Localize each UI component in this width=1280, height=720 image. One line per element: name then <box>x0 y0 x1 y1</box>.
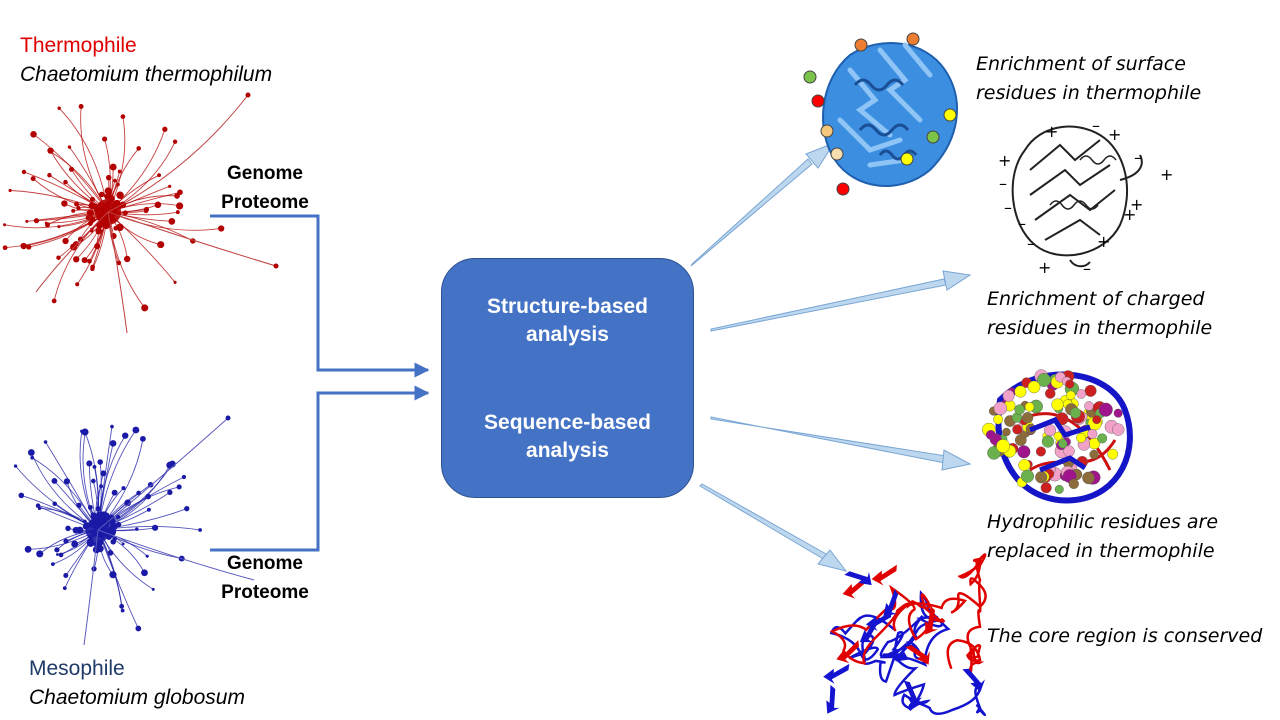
hydrophilic-finding: Hydrophilic residues are replaced in the… <box>987 508 1218 566</box>
charged-finding-line1: Enrichment of charged <box>987 288 1205 310</box>
arrow-to-hydrophilic <box>710 416 972 471</box>
arrow-to-surface <box>690 141 836 267</box>
thermophile-proteome-label: Proteome <box>221 192 309 213</box>
mesophile-proteome-label: Proteome <box>221 582 309 603</box>
svg-text:+: + <box>1108 125 1121 144</box>
thermophile-genome-label: Genome <box>226 163 304 184</box>
core-region-protein-image <box>823 553 987 717</box>
mesophile-species: Chaetomium globosum <box>29 686 245 709</box>
hydrophilic-residue-protein-image <box>982 369 1133 504</box>
svg-text:–: – <box>1134 148 1142 167</box>
svg-text:–: – <box>1083 259 1091 278</box>
structure-analysis-line2: analysis <box>526 323 609 346</box>
mesophile-network <box>13 415 255 646</box>
charged-residue-protein-image: + – + + –– +– + +–– ++ – <box>998 116 1173 278</box>
mesophile-genome-label: Genome <box>226 553 304 574</box>
svg-text:–: – <box>1027 234 1035 253</box>
thermophile-label: Thermophile Chaetomium thermophilum <box>20 31 272 89</box>
svg-text:+: + <box>1160 165 1173 184</box>
core-finding-line1: The core region is conserved <box>987 625 1263 647</box>
svg-text:+: + <box>1038 258 1051 277</box>
sequence-analysis-line2: analysis <box>526 439 609 462</box>
hydrophilic-finding-line1: Hydrophilic residues are <box>987 511 1219 533</box>
thermophile-network <box>2 92 279 334</box>
svg-text:–: – <box>999 174 1007 193</box>
svg-text:–: – <box>1018 214 1026 233</box>
svg-text:+: + <box>1130 195 1143 214</box>
charged-finding-line2: residues in thermophile <box>987 317 1213 339</box>
structure-analysis-label: Structure-based analysis <box>442 293 693 349</box>
svg-text:+: + <box>1123 205 1136 224</box>
svg-text:–: – <box>1004 198 1012 217</box>
thermophile-connector <box>210 214 430 378</box>
charge-symbols: + – + + –– +– + +–– ++ – <box>998 116 1173 278</box>
surface-residue-protein-image <box>803 32 958 196</box>
svg-text:–: – <box>1092 116 1100 135</box>
mesophile-label: Mesophile Chaetomium globosum <box>29 654 245 712</box>
arrow-to-charged <box>710 270 972 332</box>
thermophile-type: Thermophile <box>20 34 137 57</box>
mesophile-inputs-label: Genome Proteome <box>215 549 315 607</box>
mesophile-type: Mesophile <box>29 657 125 680</box>
surface-finding-line2: residues in thermophile <box>976 82 1202 104</box>
svg-text:+: + <box>998 151 1011 170</box>
hydrophilic-finding-line2: replaced in thermophile <box>987 540 1215 562</box>
svg-text:+: + <box>1045 122 1058 141</box>
sequence-analysis-line1: Sequence-based <box>484 411 651 434</box>
surface-finding: Enrichment of surface residues in thermo… <box>976 50 1201 108</box>
structure-analysis-line1: Structure-based <box>486 295 649 318</box>
charged-finding: Enrichment of charged residues in thermo… <box>987 285 1212 343</box>
surface-finding-line1: Enrichment of surface <box>976 53 1186 75</box>
thermophile-inputs-label: Genome Proteome <box>215 159 315 217</box>
arrow-to-core <box>699 483 848 572</box>
thermophile-species: Chaetomium thermophilum <box>20 63 273 86</box>
sequence-analysis-label: Sequence-based analysis <box>442 409 693 465</box>
mesophile-connector <box>210 385 430 552</box>
core-finding: The core region is conserved <box>987 622 1262 651</box>
svg-text:+: + <box>1097 232 1110 251</box>
analysis-box: Structure-based analysis Sequence-based … <box>441 258 694 498</box>
